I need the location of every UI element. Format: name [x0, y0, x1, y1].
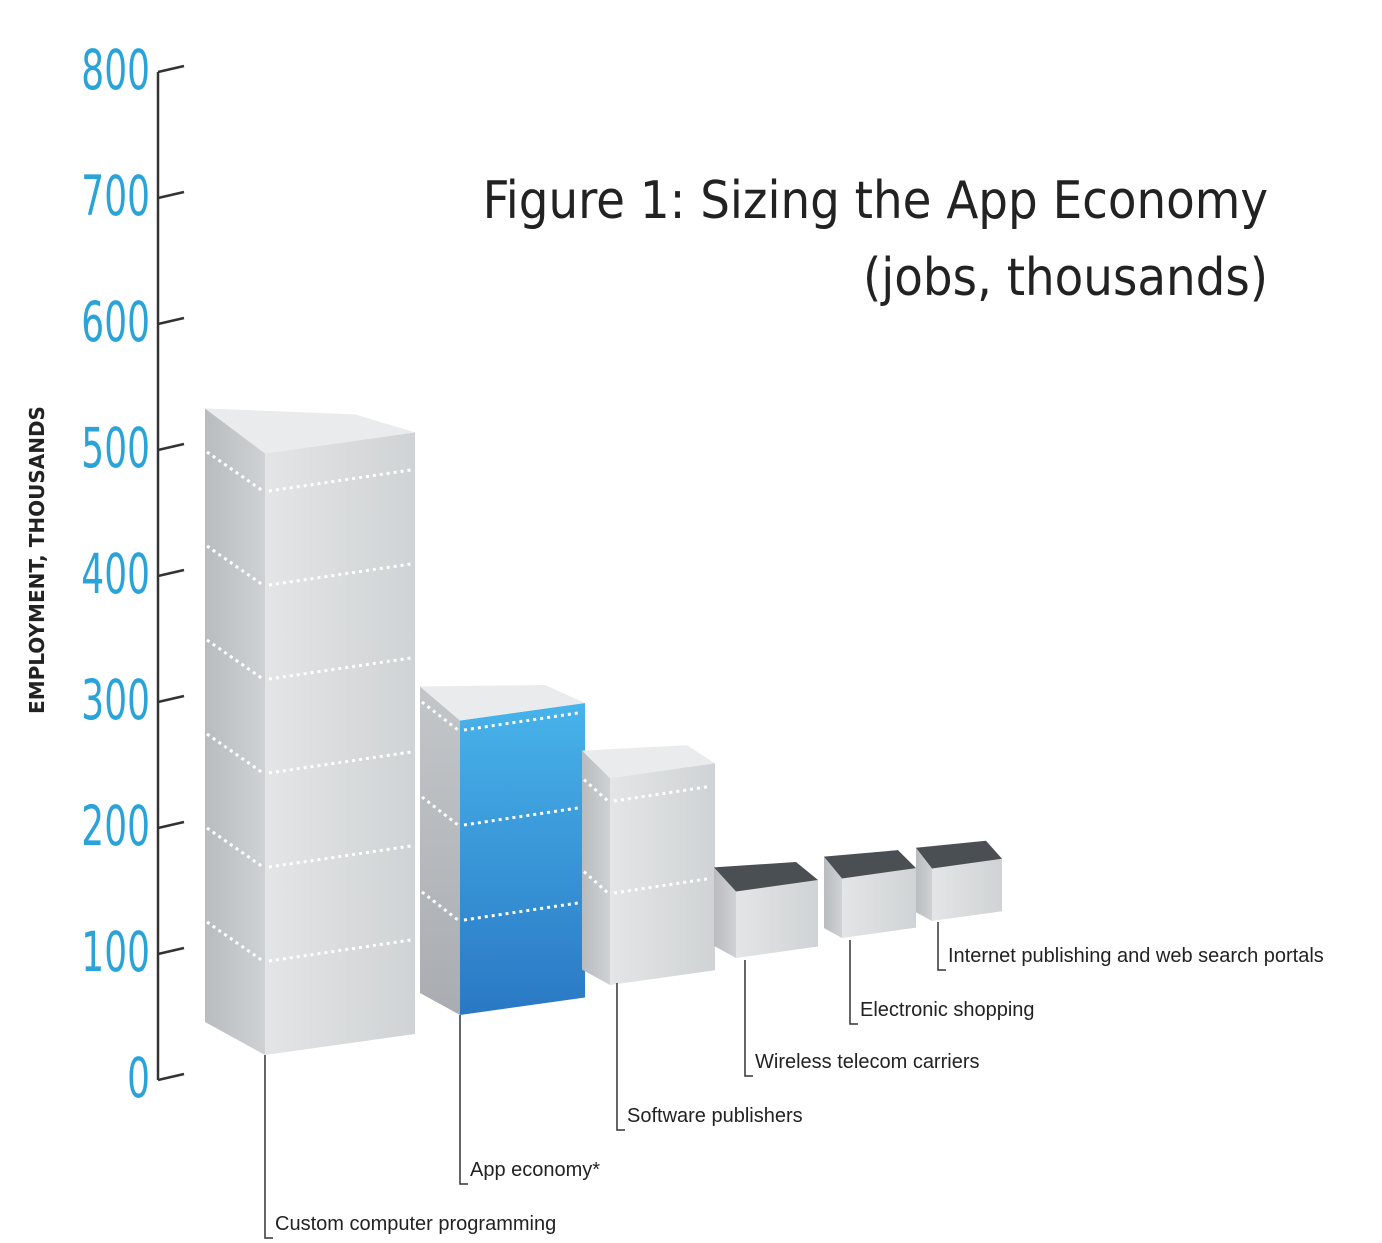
bar-gridline — [206, 544, 264, 587]
bar-gridline — [421, 890, 459, 922]
y-tick — [157, 442, 185, 452]
y-tick — [157, 190, 185, 200]
bar-top — [420, 685, 585, 721]
bar-side — [582, 750, 610, 985]
bar-front — [460, 703, 585, 1015]
category-label: App economy* — [470, 1159, 600, 1181]
y-axis-label: EMPLOYMENT, THOUSANDS — [25, 406, 49, 714]
bar — [582, 745, 715, 985]
y-tick-label: 500 — [81, 416, 150, 480]
bar-gridline — [268, 468, 412, 493]
bar-gridline — [421, 795, 459, 827]
bar-side — [916, 847, 932, 921]
bar-gridline — [206, 732, 264, 775]
bar — [205, 408, 415, 1055]
bar-gridline — [463, 901, 582, 922]
y-tick — [157, 64, 185, 74]
bar-gridline — [463, 711, 582, 732]
bar-gridline — [268, 750, 412, 775]
bar-gridline — [206, 826, 264, 869]
bar-front — [265, 432, 415, 1055]
bar — [916, 840, 1002, 921]
bar-top — [824, 850, 916, 879]
bar-gridline — [206, 450, 264, 493]
bar-gridline — [421, 700, 459, 732]
bar-gridline — [583, 870, 609, 895]
y-tick-label: 800 — [81, 38, 150, 102]
y-tick — [157, 820, 185, 830]
chart-title: Figure 1: Sizing the App Economy — [483, 171, 1268, 231]
category-leader-line — [616, 983, 625, 1131]
category-label: Electronic shopping — [860, 999, 1035, 1021]
bar-gridline — [463, 806, 582, 827]
category-labels: Custom computer programming App economy* S… — [264, 922, 1324, 1239]
y-tick — [157, 568, 185, 578]
bar-gridline — [268, 656, 412, 681]
category-leader-line — [937, 922, 946, 971]
bar-gridline — [268, 938, 412, 963]
bar-front — [736, 880, 818, 958]
y-tick-label: 100 — [81, 920, 150, 984]
y-tick-label: 0 — [127, 1046, 150, 1110]
bar-gridline — [613, 784, 712, 803]
category-label: Wireless telecom carriers — [755, 1051, 979, 1073]
bar-side — [714, 867, 736, 958]
bar-top — [714, 862, 818, 892]
bar-top — [916, 840, 1002, 869]
bars — [205, 408, 1002, 1055]
bar-front — [610, 763, 715, 985]
category-label: Internet publishing and web search porta… — [948, 945, 1324, 967]
bar-gridline — [268, 562, 412, 587]
bar-gridline — [206, 638, 264, 681]
y-tick — [157, 694, 185, 704]
category-leader-line — [744, 960, 753, 1077]
category-leader-line — [849, 940, 858, 1025]
bar-side — [420, 686, 460, 1015]
bar — [714, 862, 818, 958]
bar-gridline — [583, 778, 609, 803]
bar-side — [205, 408, 265, 1055]
bar-front — [932, 858, 1002, 921]
bar-gridline — [613, 876, 712, 895]
bar-front — [842, 868, 916, 938]
bar-top — [582, 745, 715, 778]
y-tick-label: 300 — [81, 668, 150, 732]
y-tick-label: 600 — [81, 290, 150, 354]
bar-gridline — [206, 920, 264, 963]
y-tick-label: 200 — [81, 794, 150, 858]
y-tick — [157, 946, 185, 956]
category-leader-line — [264, 1055, 273, 1239]
y-tick-label: 700 — [81, 164, 150, 228]
bar-gridline — [268, 844, 412, 869]
category-label: Custom computer programming — [275, 1213, 556, 1235]
bar — [420, 685, 585, 1015]
bar — [824, 850, 916, 938]
y-tick-label: 400 — [81, 542, 150, 606]
chart-subtitle: (jobs, thousands) — [863, 248, 1268, 308]
bar-side — [824, 856, 842, 938]
y-tick — [157, 316, 185, 326]
y-axis: 0 100 200 300 400 500 600 700 800 — [81, 38, 185, 1110]
category-leader-line — [459, 1015, 468, 1185]
category-label: Software publishers — [627, 1105, 803, 1127]
y-tick — [157, 1072, 185, 1082]
bar-top — [205, 408, 415, 454]
